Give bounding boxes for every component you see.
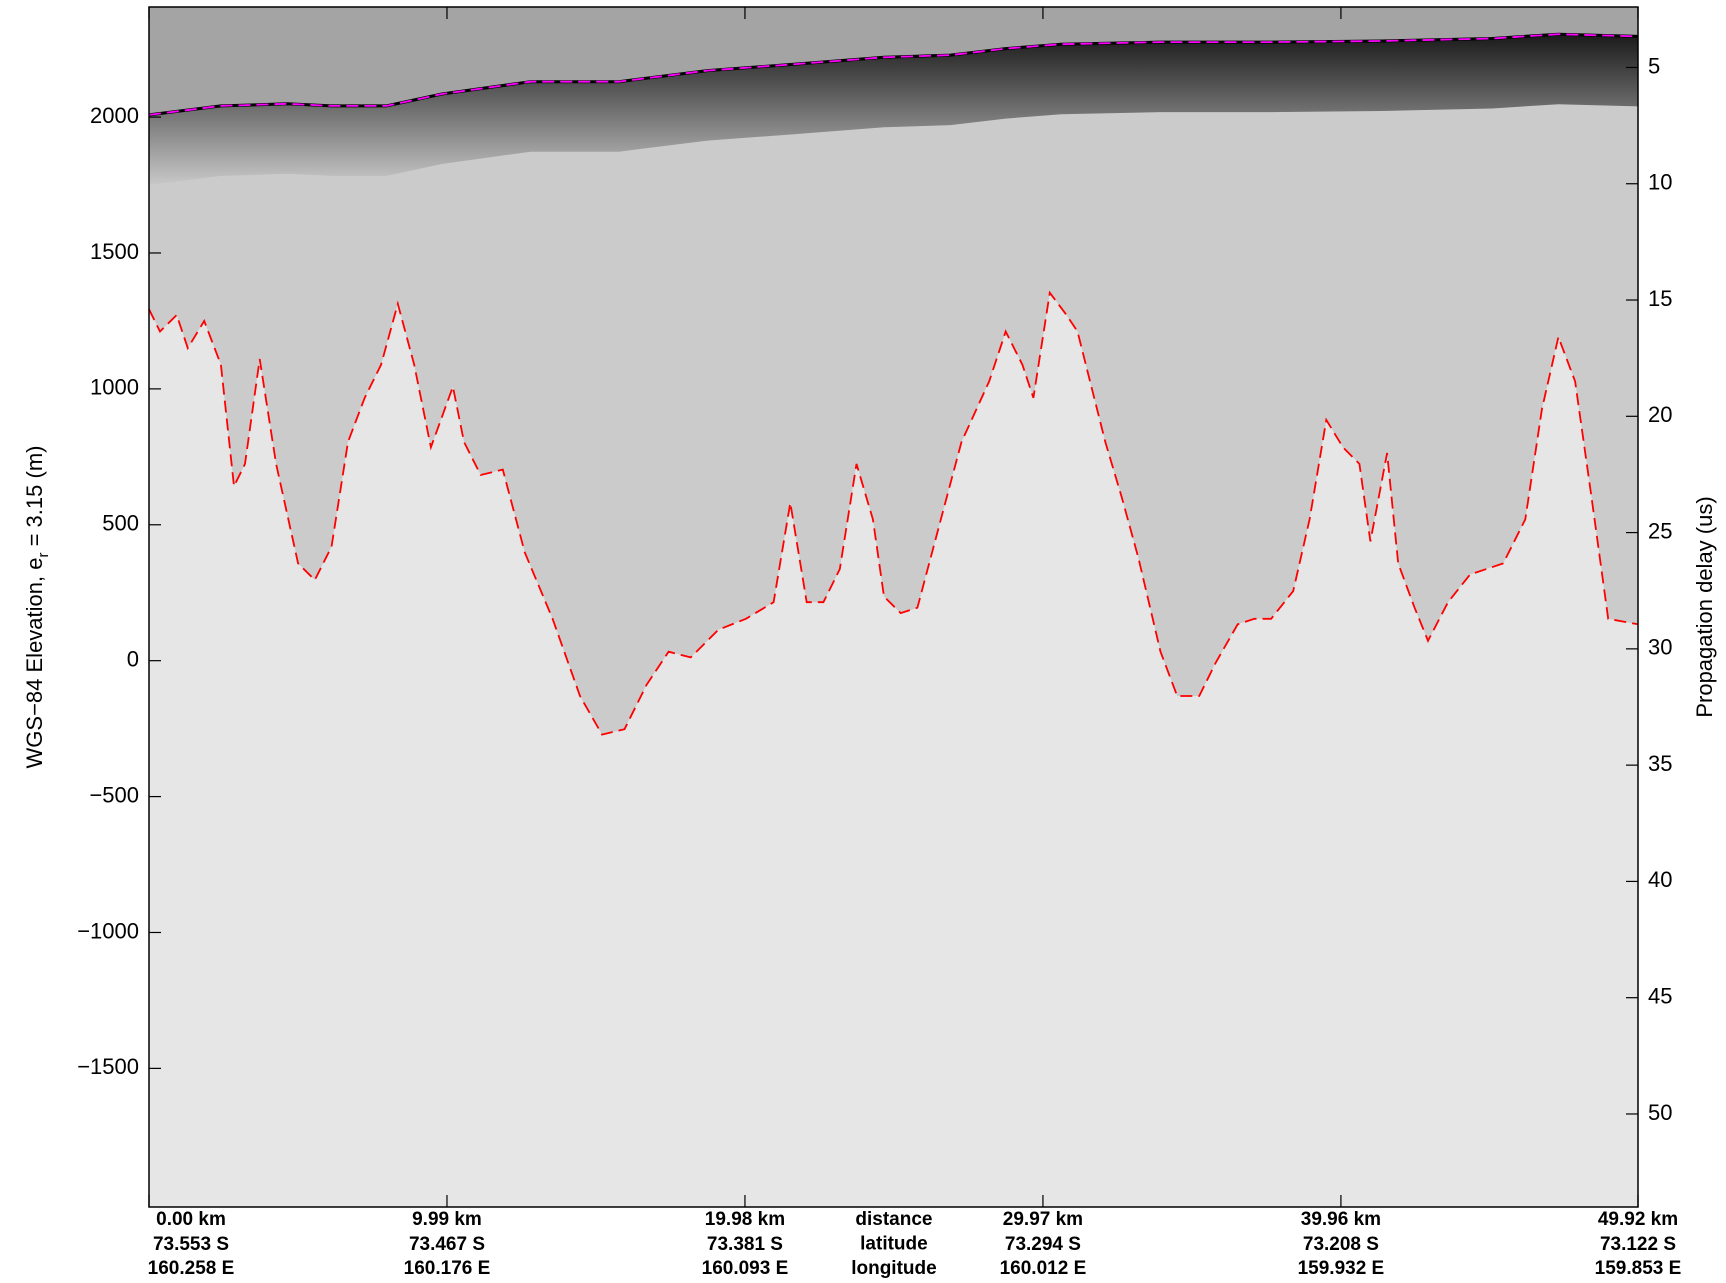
row-label: longitude: [851, 1258, 936, 1278]
y2-tick-label: 5: [1648, 53, 1660, 78]
plot-marks: [148, 32, 1639, 736]
echogram-shading: [149, 7, 1638, 735]
y2-axis-label: Propagation delay (us): [1692, 496, 1717, 717]
y2-tick-label: 25: [1648, 518, 1672, 543]
bed-line: [148, 290, 1639, 736]
ice-shading: [149, 34, 1638, 735]
air-shading: [149, 7, 1638, 115]
longitude-label: 160.093 E: [702, 1258, 789, 1278]
y2-tick-label: 40: [1648, 867, 1672, 892]
y2-tick-label: 30: [1648, 635, 1672, 660]
y-tick-label: −500: [89, 782, 139, 807]
y2-tick-label: 50: [1648, 1100, 1672, 1125]
x-tick-label: 9.99 km: [412, 1209, 482, 1230]
x-tick-label: 39.96 km: [1301, 1209, 1381, 1230]
latitude-label: 73.467 S: [409, 1234, 485, 1255]
y-axis-label: WGS−84 Elevation, er = 3.15 (m): [22, 446, 52, 769]
latitude-label: 73.122 S: [1600, 1234, 1676, 1255]
row-label: distance: [855, 1209, 932, 1230]
latitude-label: 73.208 S: [1303, 1234, 1379, 1255]
y-tick-label: −1000: [77, 918, 139, 943]
y-axis-label-suffix: = 3.15 (m): [22, 446, 47, 553]
y2-tick-label: 35: [1648, 751, 1672, 776]
y-tick-label: −1500: [77, 1054, 139, 1079]
surface-line: [148, 33, 1639, 116]
latitude-label: 73.381 S: [707, 1234, 783, 1255]
y-tick-label: 2000: [90, 103, 139, 128]
latitude-label: 73.553 S: [153, 1234, 229, 1255]
row-label: latitude: [860, 1234, 928, 1255]
x-tick-label: 49.92 km: [1598, 1209, 1678, 1230]
longitude-label: 159.853 E: [1595, 1258, 1682, 1278]
y-tick-label: 0: [127, 646, 139, 671]
plot-frame: [148, 6, 1639, 1208]
x-tick-label: 29.97 km: [1003, 1209, 1083, 1230]
x-tick-label: 19.98 km: [705, 1209, 785, 1230]
longitude-label: 160.176 E: [404, 1258, 491, 1278]
y-tick-label: 1000: [90, 375, 139, 400]
longitude-label: 159.932 E: [1298, 1258, 1385, 1278]
y2-tick-label: 10: [1648, 170, 1672, 195]
y2-tick-label: 45: [1648, 984, 1672, 1009]
surface-band: [149, 34, 1638, 185]
y2-tick-label: 15: [1648, 286, 1672, 311]
y-axis-label-sub: r: [35, 553, 52, 558]
y-axis-label-main: WGS−84 Elevation, e: [22, 558, 47, 769]
y-tick-label: 1500: [90, 239, 139, 264]
longitude-label: 160.258 E: [148, 1258, 235, 1278]
y-tick-label: 500: [102, 511, 139, 536]
y2-tick-label: 20: [1648, 402, 1672, 427]
x-tick-label: 0.00 km: [156, 1209, 226, 1230]
latitude-label: 73.294 S: [1005, 1234, 1081, 1255]
longitude-label: 160.012 E: [1000, 1258, 1087, 1278]
